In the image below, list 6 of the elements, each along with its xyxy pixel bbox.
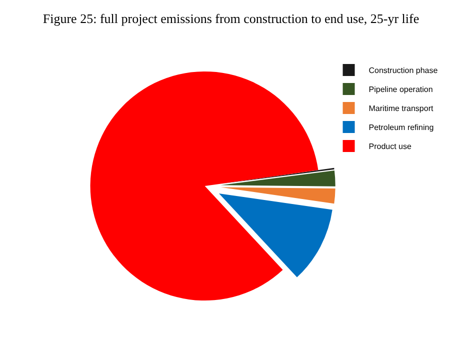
legend-label: Petroleum refining <box>368 123 434 132</box>
legend-label: Product use <box>368 142 412 152</box>
legend-label: Construction phase <box>368 66 438 76</box>
legend-label: Pipeline operation <box>368 85 433 94</box>
chart-title: Figure 25: full project emissions from construction to end use, 25-yr life <box>42 10 420 26</box>
legend-label: Maritime transport <box>368 104 434 114</box>
